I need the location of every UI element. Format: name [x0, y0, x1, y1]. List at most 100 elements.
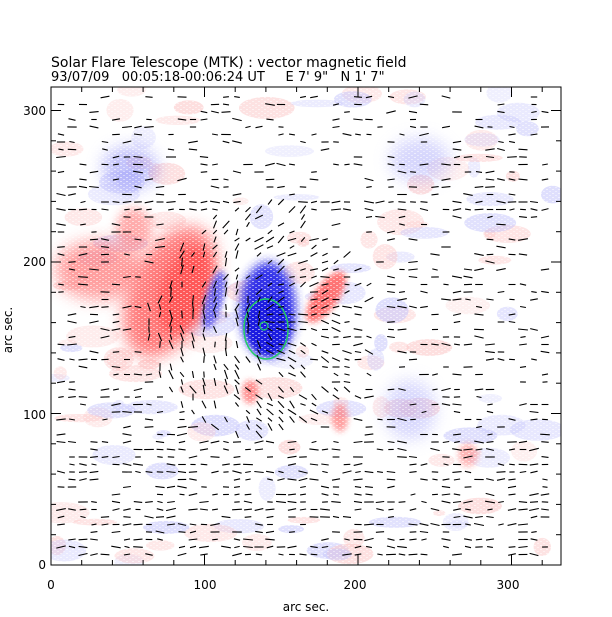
field-vector [170, 287, 172, 297]
field-vector [364, 523, 374, 526]
field-vector [344, 365, 350, 369]
field-vector [213, 355, 217, 364]
field-vector [232, 193, 242, 196]
field-vector [342, 470, 352, 474]
field-vector [452, 290, 462, 294]
field-vector [89, 470, 99, 474]
field-vector [332, 394, 340, 400]
field-vector [496, 478, 506, 481]
field-vector [200, 200, 208, 204]
field-vector [365, 493, 373, 496]
field-vector [147, 302, 151, 312]
x-tick-label-300: 300 [497, 578, 520, 592]
field-vector [56, 440, 66, 444]
field-vector [134, 208, 142, 211]
field-vector [89, 170, 99, 174]
field-vector [255, 424, 263, 430]
field-vector [180, 347, 184, 357]
field-vector [311, 275, 317, 279]
field-vector [518, 238, 528, 241]
field-vector [189, 208, 197, 211]
field-vector [156, 508, 164, 511]
field-vector [289, 531, 295, 533]
field-vector [432, 478, 438, 481]
field-vector [452, 140, 462, 144]
field-vector [321, 304, 329, 310]
field-vector [353, 163, 363, 166]
field-vector [344, 373, 350, 376]
field-vector [333, 268, 339, 271]
field-vector [176, 432, 188, 437]
field-vector [245, 303, 251, 311]
field-vector [452, 313, 462, 316]
field-vector [235, 250, 239, 259]
field-vector [278, 553, 284, 556]
field-vector [432, 268, 438, 271]
field-vector [223, 369, 229, 380]
field-vector [200, 463, 208, 466]
field-vector [453, 320, 461, 324]
field-vector [542, 486, 548, 488]
field-vector [134, 396, 142, 398]
field-vector [333, 387, 339, 392]
field-vector [344, 358, 350, 361]
field-vector [310, 327, 318, 332]
x-tick-label-0: 0 [47, 578, 55, 592]
field-vector [169, 280, 173, 289]
field-vector [497, 147, 505, 152]
field-vector [100, 335, 110, 339]
field-vector [265, 440, 275, 444]
field-vector [321, 545, 329, 549]
field-vector [508, 313, 516, 316]
field-vector [222, 200, 230, 204]
field-vector [246, 424, 250, 430]
field-vector [100, 516, 110, 518]
field-vector [199, 156, 209, 158]
field-vector [278, 133, 284, 136]
field-vector [245, 478, 251, 481]
field-vector [155, 193, 165, 196]
field-vector [409, 538, 417, 541]
field-vector [267, 423, 273, 431]
field-vector [519, 366, 527, 368]
field-vector [155, 516, 165, 518]
field-vector [331, 357, 341, 362]
field-vector [191, 409, 195, 415]
field-vector [111, 530, 121, 534]
field-vector [344, 163, 350, 166]
field-vector [485, 186, 495, 188]
field-vector [192, 295, 194, 304]
field-vector [441, 538, 451, 541]
field-vector [145, 373, 153, 376]
field-vector [167, 500, 175, 504]
field-vector [210, 200, 220, 204]
field-vector [122, 523, 132, 526]
field-vector [166, 448, 176, 451]
field-vector [68, 538, 76, 541]
field-vector [278, 306, 284, 308]
field-vector [322, 252, 328, 257]
field-vector [287, 237, 297, 242]
field-vector [298, 259, 308, 265]
field-vector [267, 229, 273, 235]
field-vector [277, 478, 285, 481]
field-vector [320, 319, 330, 325]
field-vector [265, 538, 275, 541]
field-vector [542, 478, 548, 481]
field-vector [223, 178, 229, 181]
field-vector [509, 463, 515, 466]
field-vector [234, 243, 240, 251]
field-vector [224, 257, 228, 267]
field-vector [188, 508, 198, 511]
field-vector [56, 418, 66, 421]
field-vector [486, 515, 494, 519]
field-vector [441, 163, 451, 166]
field-vector [300, 485, 306, 489]
field-vector [344, 538, 350, 541]
field-vector [112, 155, 120, 159]
field-vector [234, 379, 240, 385]
field-vector [387, 238, 395, 241]
field-vector [420, 201, 428, 203]
field-vector [278, 409, 284, 415]
field-vector [255, 430, 263, 439]
